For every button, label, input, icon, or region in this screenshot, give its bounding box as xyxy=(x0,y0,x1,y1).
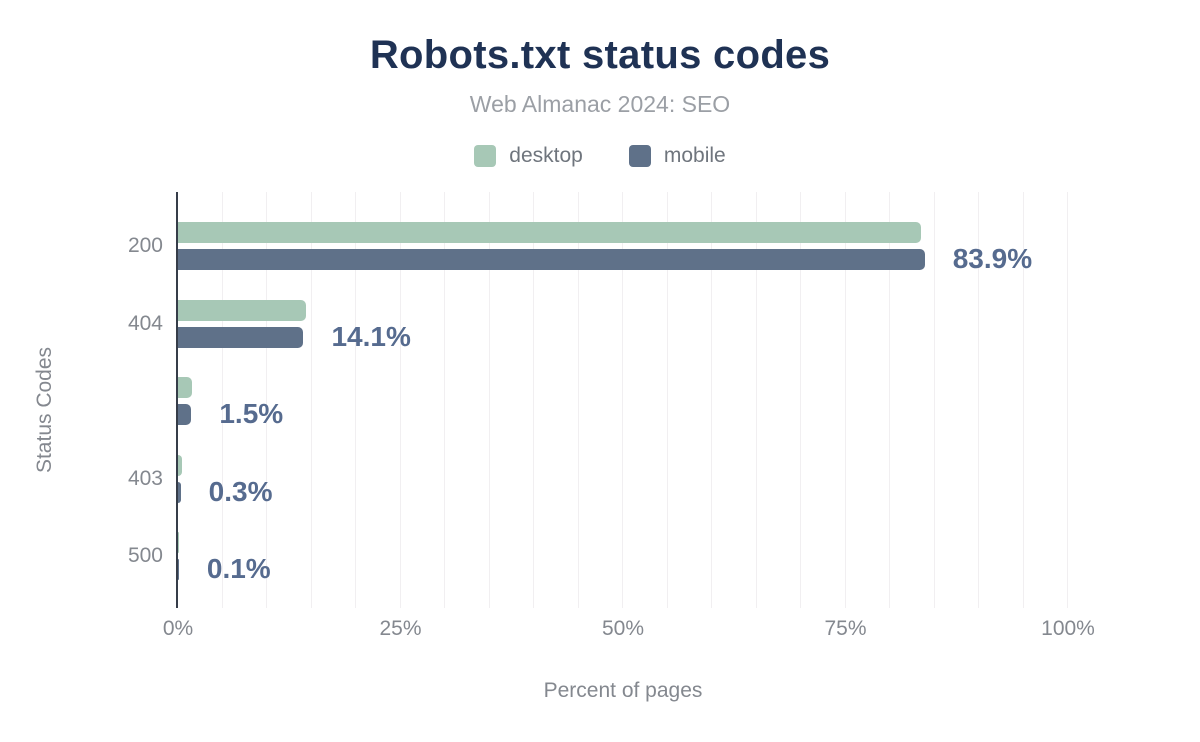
bar-desktop-3 xyxy=(178,454,182,476)
gridline xyxy=(577,192,579,608)
legend: desktop mobile xyxy=(0,143,1200,169)
gridline xyxy=(666,192,668,608)
legend-item-desktop: desktop xyxy=(474,144,583,168)
bar-desktop-2 xyxy=(178,377,193,398)
gridline xyxy=(488,192,490,608)
value-label-4: 0.1% xyxy=(206,553,271,584)
bar-mobile-4 xyxy=(178,559,179,580)
gridline xyxy=(355,192,356,608)
x-tick-25pct: 25% xyxy=(379,617,422,640)
category-label-500: 500 xyxy=(127,544,163,567)
gridline xyxy=(622,192,623,608)
legend-item-mobile: mobile xyxy=(628,144,726,168)
category-label-200: 200 xyxy=(127,234,163,257)
gridline xyxy=(1067,192,1068,608)
bar-desktop-4 xyxy=(178,532,179,553)
gridline xyxy=(221,192,223,608)
x-tick-75pct: 75% xyxy=(824,617,867,640)
gridline xyxy=(399,192,401,608)
gridline xyxy=(711,192,712,608)
gridline xyxy=(444,192,445,608)
legend-label-desktop: desktop xyxy=(509,144,583,167)
x-tick-100pct: 100% xyxy=(1041,617,1095,640)
desktop-swatch-icon xyxy=(474,145,497,167)
value-label-2: 1.5% xyxy=(219,398,284,429)
gridline xyxy=(889,192,890,608)
bar-mobile-3 xyxy=(178,481,181,503)
gridline xyxy=(933,192,935,608)
gridline xyxy=(533,192,534,608)
bar-desktop-1 xyxy=(178,299,307,321)
gridline xyxy=(800,192,801,608)
bar-mobile-2 xyxy=(178,404,192,425)
y-axis-title: Status Codes xyxy=(33,346,56,474)
gridline xyxy=(1022,192,1024,608)
gridline xyxy=(844,192,846,608)
category-label-403: 403 xyxy=(127,466,163,490)
legend-label-mobile: mobile xyxy=(663,144,726,167)
category-label-404: 404 xyxy=(127,311,163,335)
x-axis-title: Percent of pages xyxy=(543,679,703,702)
x-tick-50pct: 50% xyxy=(601,617,645,640)
plot-area xyxy=(176,192,1068,608)
value-label-3: 0.3% xyxy=(208,475,273,507)
mobile-swatch-icon xyxy=(628,145,651,167)
gridline xyxy=(755,192,757,608)
value-label-0: 83.9% xyxy=(952,243,1033,274)
x-tick-0pct: 0% xyxy=(162,617,194,640)
gridline xyxy=(266,192,267,608)
gridline xyxy=(978,192,979,608)
chart-title: Robots.txt status codes xyxy=(369,33,831,77)
value-label-1: 14.1% xyxy=(331,320,411,352)
bar-mobile-0 xyxy=(178,249,925,270)
bar-mobile-1 xyxy=(178,326,304,348)
gridline xyxy=(310,192,312,608)
chart-subtitle: Web Almanac 2024: SEO xyxy=(469,91,731,117)
bar-desktop-0 xyxy=(178,222,922,243)
